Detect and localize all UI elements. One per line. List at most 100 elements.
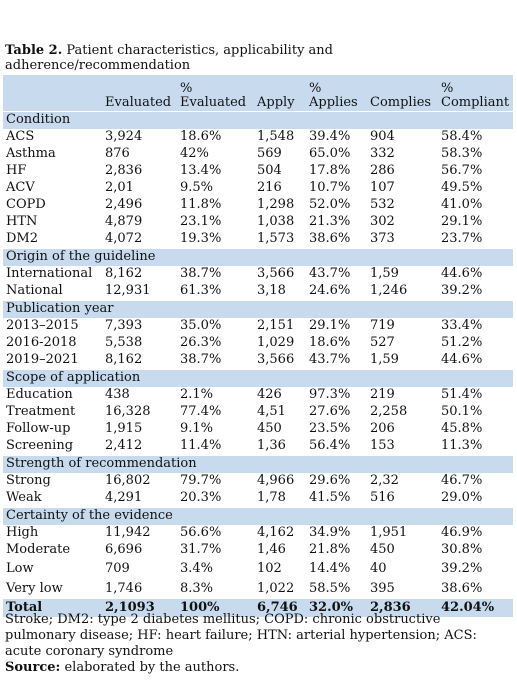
table-cell: 8,162	[102, 351, 177, 369]
row-label: High	[3, 524, 102, 542]
table-cell: 4,51	[254, 403, 306, 421]
table-cell: 44.6%	[438, 351, 513, 369]
table-cell: 2.1%	[177, 386, 254, 404]
table-cell: 8.3%	[177, 578, 254, 599]
table-cell: 719	[367, 317, 438, 335]
row-label: Strong	[3, 472, 102, 490]
table-cell: 11.4%	[177, 437, 254, 455]
table-cell: 2,258	[367, 403, 438, 421]
table-cell: 426	[254, 386, 306, 404]
table-cell: 41.5%	[306, 489, 367, 507]
table-cell: 29.0%	[438, 489, 513, 507]
section-title: Strength of recommendation	[3, 454, 513, 473]
table-cell: 438	[102, 386, 177, 404]
table-body: Condition ACS 3,924 18.6% 1,548 39.4% 904 58.4%…	[3, 110, 513, 617]
table-cell: 11.3%	[438, 437, 513, 455]
table-cell: 29.1%	[438, 213, 513, 231]
section-title: Publication year	[3, 299, 513, 318]
row-label: 2019–2021	[3, 351, 102, 369]
table-cell: 38.6%	[438, 578, 513, 599]
table-cell: 58.5%	[306, 578, 367, 599]
table-row: DM2 4,072 19.3% 1,573 38.6% 373 23.7%	[3, 230, 513, 248]
table-cell: 153	[367, 437, 438, 455]
table-cell: 31.7%	[177, 541, 254, 559]
table-cell: 11,942	[102, 524, 177, 542]
table-cell: 2,412	[102, 437, 177, 455]
source-line: Source: elaborated by the authors.	[5, 660, 513, 676]
table-cell: 4,879	[102, 213, 177, 231]
table-row: Follow-up 1,915 9.1% 450 23.5% 206 45.8%	[3, 420, 513, 438]
total-label: Total	[3, 598, 102, 617]
table-cell: 1,548	[254, 128, 306, 146]
row-label: Education	[3, 386, 102, 404]
table-cell: 21.8%	[306, 541, 367, 559]
row-label: National	[3, 282, 102, 300]
table-cell: 77.4%	[177, 403, 254, 421]
table-cell: 27.6%	[306, 403, 367, 421]
table-cell: 286	[367, 162, 438, 180]
table-cell: 29.1%	[306, 317, 367, 335]
table-cell: 10.7%	[306, 179, 367, 197]
total-cell: 100%	[177, 598, 254, 617]
table-cell: 29.6%	[306, 472, 367, 490]
table-cell: 1,029	[254, 334, 306, 352]
row-label: International	[3, 265, 102, 283]
table-row: 2016-2018 5,538 26.3% 1,029 18.6% 527 51.2%	[3, 334, 513, 352]
table-row: Very low 1,746 8.3% 1,022 58.5% 395 38.6%	[3, 578, 513, 599]
table-row: Treatment 16,328 77.4% 4,51 27.6% 2,258 50.1%	[3, 403, 513, 421]
table-row: Strong 16,802 79.7% 4,966 29.6% 2,32 46.7%	[3, 472, 513, 490]
table-row: Weak 4,291 20.3% 1,78 41.5% 516 29.0%	[3, 489, 513, 507]
table-cell: 23.7%	[438, 230, 513, 248]
table-cell: 1,78	[254, 489, 306, 507]
table-cell: 11.8%	[177, 196, 254, 214]
table-cell: 39.2%	[438, 558, 513, 579]
table-row: HTN 4,879 23.1% 1,038 21.3% 302 29.1%	[3, 213, 513, 231]
table-cell: 50.1%	[438, 403, 513, 421]
table-cell: 9.1%	[177, 420, 254, 438]
table-row: Education 438 2.1% 426 97.3% 219 51.4%	[3, 386, 513, 404]
table-cell: 373	[367, 230, 438, 248]
section-title: Scope of application	[3, 368, 513, 387]
table-row: 2013–2015 7,393 35.0% 2,151 29.1% 719 33.4%	[3, 317, 513, 335]
table-cell: 46.9%	[438, 524, 513, 542]
section-header-row: Certainty of the evidence	[3, 506, 513, 525]
table-cell: 2,01	[102, 179, 177, 197]
table-cell: 4,291	[102, 489, 177, 507]
row-label: Screening	[3, 437, 102, 455]
table-row: ACS 3,924 18.6% 1,548 39.4% 904 58.4%	[3, 128, 513, 146]
table-cell: 527	[367, 334, 438, 352]
header-cell: Apply	[257, 94, 295, 110]
caption-text: Patient characteristics, applicability a…	[5, 43, 333, 73]
table-cell: 516	[367, 489, 438, 507]
table-row: National 12,931 61.3% 3,18 24.6% 1,246 39.2%	[3, 282, 513, 300]
row-label: HTN	[3, 213, 102, 231]
table-cell: 102	[254, 558, 306, 579]
table-cell: 16,802	[102, 472, 177, 490]
header-cell	[3, 75, 102, 111]
section-header-row: Condition	[3, 110, 513, 129]
table-cell: 5,538	[102, 334, 177, 352]
table-cell: 3.4%	[177, 558, 254, 579]
total-cell: 6,746	[254, 598, 306, 617]
table-cell: 97.3%	[306, 386, 367, 404]
table-cell: 38.6%	[306, 230, 367, 248]
table-cell: 2,496	[102, 196, 177, 214]
total-cell: 2,1093	[102, 598, 177, 617]
row-label: Low	[3, 558, 102, 579]
section-header-row: Origin of the guideline	[3, 247, 513, 266]
table-cell: 1,246	[367, 282, 438, 300]
table-cell: 58.3%	[438, 145, 513, 163]
row-label: Moderate	[3, 541, 102, 559]
table-cell: 23.5%	[306, 420, 367, 438]
footnote: Stroke; DM2: type 2 diabetes mellitus; C…	[5, 612, 477, 659]
table-cell: 12,931	[102, 282, 177, 300]
table-cell: 216	[254, 179, 306, 197]
table-cell: 56.6%	[177, 524, 254, 542]
caption-label: Table 2.	[5, 43, 63, 58]
header-cell: % Evaluated	[180, 80, 247, 110]
table-cell: 9.5%	[177, 179, 254, 197]
table-row: COPD 2,496 11.8% 1,298 52.0% 532 41.0%	[3, 196, 513, 214]
table-row: Moderate 6,696 31.7% 1,46 21.8% 450 30.8%	[3, 541, 513, 559]
table-cell: 450	[254, 420, 306, 438]
total-cell: 2,836	[367, 598, 438, 617]
